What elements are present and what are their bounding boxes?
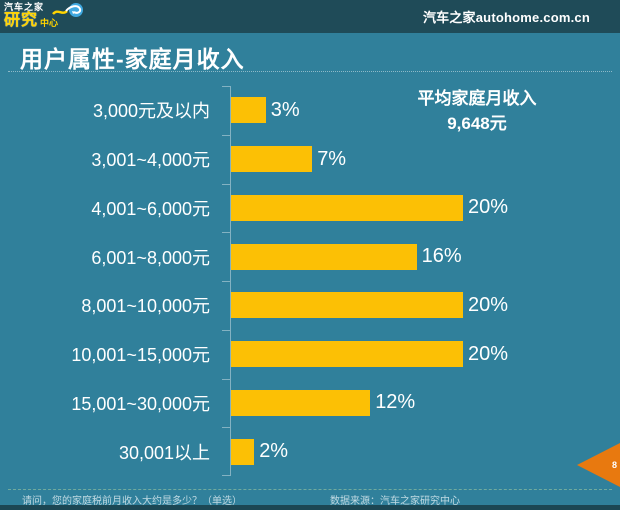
- axis-tick: [222, 134, 230, 136]
- chart-rows: 3,000元及以内 3% 3,001~4,000元 7% 4,001~6,000元 20%…: [0, 86, 620, 476]
- bar-row: 3,000元及以内 3%: [0, 86, 620, 135]
- footer-divider: [8, 489, 612, 490]
- site-url: 汽车之家autohome.com.cn: [422, 10, 590, 25]
- value-label: 20%: [468, 342, 509, 365]
- category-label: 8,001~10,000元: [81, 296, 210, 317]
- bar-row: 4,001~6,000元 20%: [0, 184, 620, 233]
- bar: [231, 194, 463, 221]
- income-bar-chart: 3,000元及以内 3% 3,001~4,000元 7% 4,001~6,000元 20%…: [0, 86, 620, 476]
- logo-research-text: 研究: [4, 12, 39, 29]
- value-label: 20%: [468, 293, 509, 316]
- header-bar: 汽车之家 研究 中心 汽车之家autohome.com.cn: [0, 0, 620, 33]
- category-axis: [230, 86, 231, 476]
- category-label: 3,001~4,000元: [91, 150, 210, 171]
- value-label: 12%: [375, 391, 416, 414]
- bar: [231, 292, 463, 319]
- category-label: 6,001~8,000元: [91, 247, 210, 268]
- average-income-label: 平均家庭月收入: [417, 89, 537, 108]
- survey-question: 请问，您的家庭税前月收入大约是多少？（单选）: [22, 496, 242, 507]
- bar: [231, 389, 371, 416]
- axis-tick: [222, 86, 230, 87]
- title-divider: [8, 71, 612, 72]
- bar-row: 30,001以上 2%: [0, 427, 620, 476]
- value-label: 2%: [259, 440, 289, 463]
- value-label: 7%: [317, 147, 347, 170]
- bar: [231, 341, 463, 368]
- page-number: 8: [611, 460, 617, 470]
- bar-row: 3,001~4,000元 7%: [0, 135, 620, 184]
- logo-brand-text: 汽车之家: [4, 2, 45, 12]
- axis-tick: [222, 329, 230, 331]
- category-label: 4,001~6,000元: [91, 198, 210, 219]
- bar-row: 6,001~8,000元 16%: [0, 232, 620, 281]
- autohome-research-logo: 汽车之家 研究 中心: [4, 1, 92, 32]
- axis-tick: [222, 378, 230, 380]
- logo-swoosh-icon: [52, 3, 83, 17]
- category-label: 15,001~30,000元: [71, 393, 210, 414]
- bar-row: 15,001~30,000元 12%: [0, 379, 620, 428]
- bar-row: 8,001~10,000元 20%: [0, 281, 620, 330]
- page-number-arrow: 8: [577, 443, 620, 487]
- value-label: 20%: [468, 196, 509, 219]
- arrow-left-icon: [577, 443, 620, 487]
- category-label: 3,000元及以内: [92, 101, 210, 122]
- bar: [231, 243, 417, 270]
- bar-row: 10,001~15,000元 20%: [0, 330, 620, 379]
- axis-tick: [222, 183, 230, 185]
- bottom-bar: [0, 505, 620, 510]
- axis-tick: [222, 281, 230, 282]
- bar: [231, 146, 313, 173]
- bar: [231, 97, 266, 124]
- axis-tick: [222, 427, 230, 429]
- average-income-value: 9,648元: [447, 114, 507, 133]
- logo-center-text: 中心: [40, 18, 59, 28]
- value-label: 3%: [270, 98, 300, 121]
- bar: [231, 438, 255, 465]
- average-income-callout: 平均家庭月收入 9,648元: [398, 86, 556, 136]
- category-label: 30,001以上: [118, 442, 210, 463]
- data-source: 数据来源：汽车之家研究中心: [330, 496, 460, 507]
- axis-tick: [222, 232, 230, 234]
- category-label: 10,001~15,000元: [71, 345, 210, 366]
- value-label: 16%: [421, 245, 462, 268]
- page-title: 用户属性-家庭月收入: [20, 46, 245, 72]
- axis-tick: [222, 475, 230, 476]
